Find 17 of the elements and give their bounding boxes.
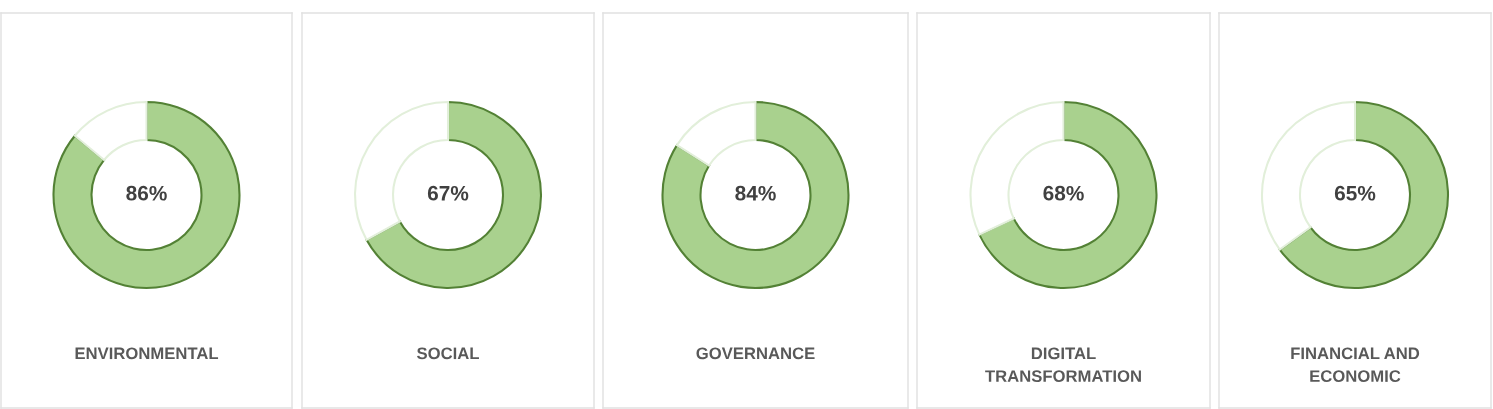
data-label: 67% (427, 185, 469, 201)
donut-slice (661, 100, 850, 290)
data-label: 68% (1043, 185, 1084, 201)
donut-slice (978, 100, 1158, 290)
text: SOCIAL (417, 347, 479, 360)
text: DIGITAL TRANSFORMATION (985, 347, 1141, 383)
data-label: 86% (126, 185, 167, 201)
text: GOVERNANCE (696, 347, 815, 360)
donut-slice (52, 100, 241, 290)
donut-slice (365, 100, 543, 290)
text: ENVIRONMENTAL (75, 347, 219, 360)
donut-slice (1278, 100, 1450, 290)
donut-slice (73, 100, 148, 161)
data-label: 84% (735, 185, 776, 201)
data-label: 65% (1334, 185, 1376, 201)
text: FINANCIAL AND ECONOMIC (1291, 347, 1420, 383)
donut-slice (675, 100, 757, 167)
